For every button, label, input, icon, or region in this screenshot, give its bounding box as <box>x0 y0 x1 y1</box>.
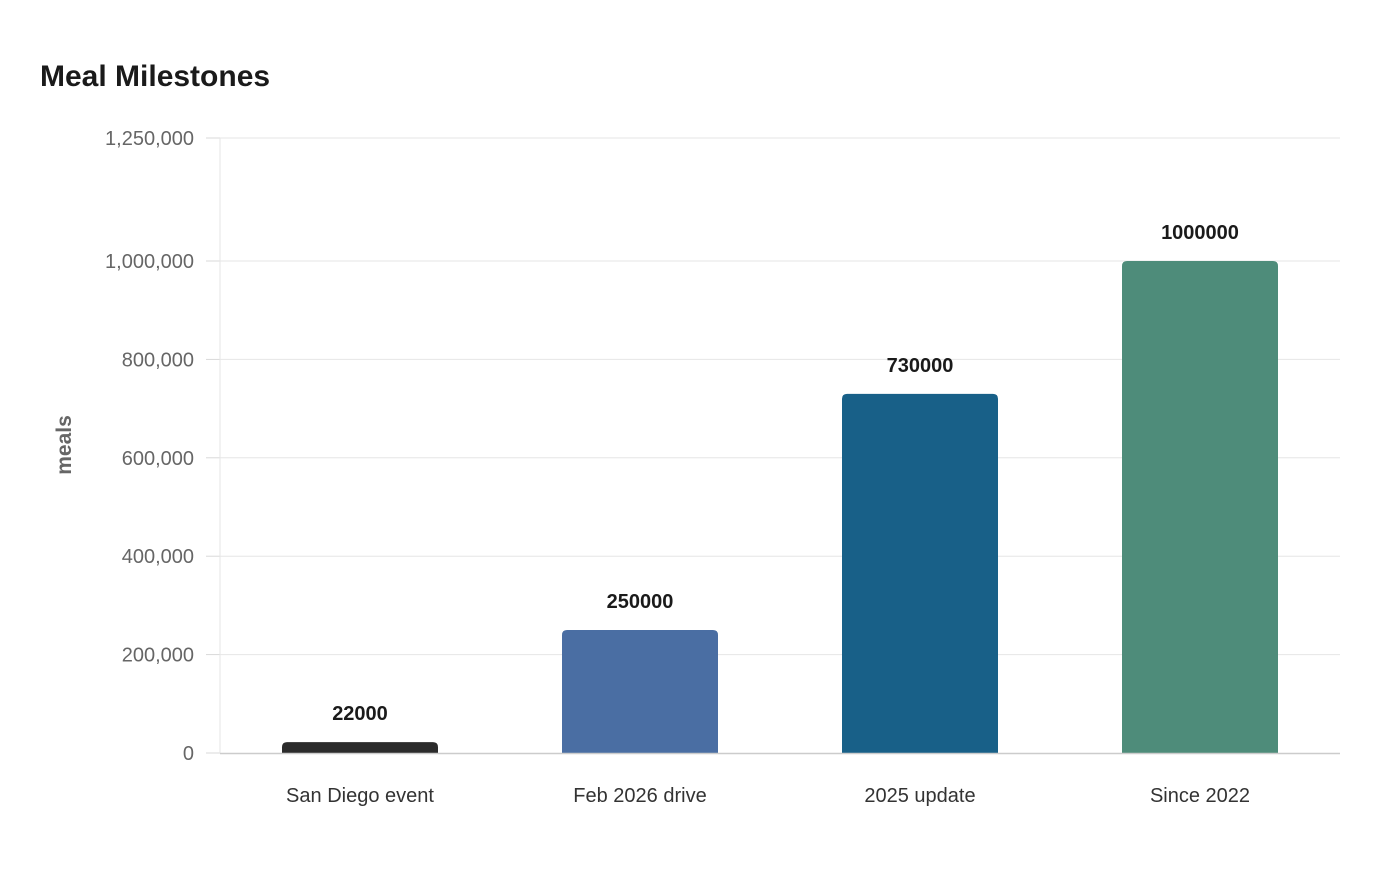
y-axis-title: meals <box>53 415 76 475</box>
y-tick-label: 800,000 <box>122 349 194 371</box>
x-category-label: Feb 2026 drive <box>573 785 706 807</box>
bar-3 <box>842 393 998 753</box>
data-labels: 22000 250000 730000 1000000 <box>332 222 1239 725</box>
data-label: 250000 <box>607 591 674 613</box>
bar-2 <box>562 630 718 753</box>
bar-1 <box>282 742 438 753</box>
y-tick-label: 1,000,000 <box>105 251 194 273</box>
data-label: 1000000 <box>1161 222 1239 244</box>
data-label: 730000 <box>887 355 954 377</box>
y-tick-label: 0 <box>183 743 194 765</box>
y-axis-ticks: 0 200,000 400,000 600,000 800,000 1,000,000 1,… <box>105 128 220 765</box>
bar-4 <box>1122 261 1278 753</box>
gridlines <box>220 137 1340 656</box>
bars <box>282 261 1278 753</box>
y-tick-label: 200,000 <box>122 645 194 667</box>
x-axis-categories: San Diego event Feb 2026 drive 2025 update… <box>286 785 1250 807</box>
y-tick-label: 600,000 <box>122 448 194 470</box>
x-category-label: Since 2022 <box>1150 785 1250 807</box>
y-tick-label: 1,250,000 <box>105 128 194 150</box>
data-label: 22000 <box>332 703 388 725</box>
x-category-label: San Diego event <box>286 785 434 807</box>
y-tick-label: 400,000 <box>122 546 194 568</box>
chart-title: Meal Milestones <box>40 60 271 93</box>
x-category-label: 2025 update <box>864 785 975 807</box>
